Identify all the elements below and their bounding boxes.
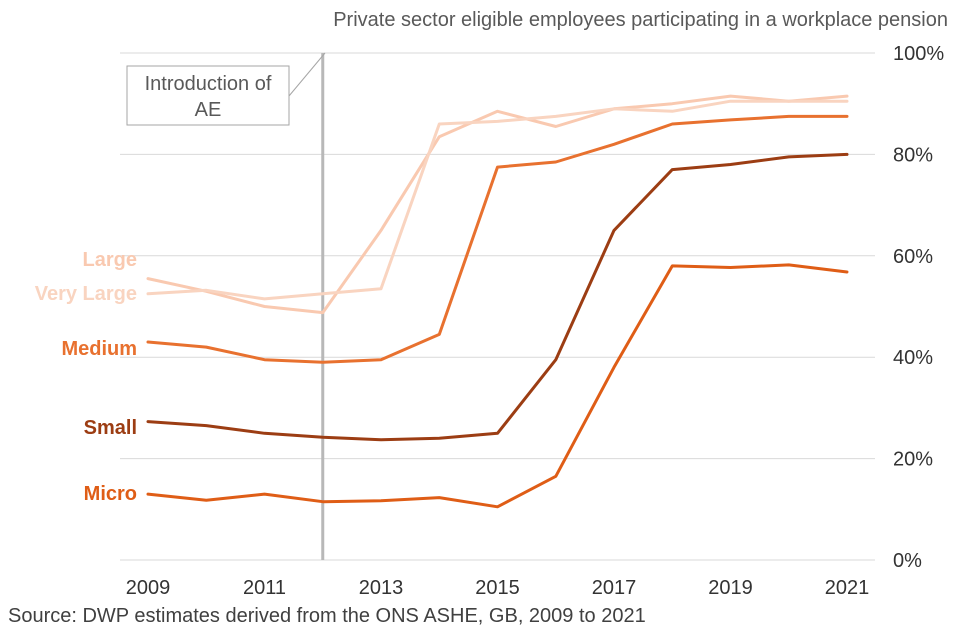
annotation: Introduction of AE — [126, 52, 326, 560]
series-line-small — [146, 152, 849, 442]
x-tick-label: 2017 — [592, 577, 637, 599]
x-tick-label: 2011 — [243, 577, 286, 599]
y-tick-label: 0% — [893, 550, 922, 572]
series-line-very-large — [146, 99, 849, 301]
x-axis: 2009 2011 2013 2015 2017 2019 2021 — [126, 577, 870, 599]
series-label-micro: Micro — [84, 483, 137, 505]
series-line-large — [146, 94, 849, 315]
series-line-medium — [146, 114, 849, 364]
y-tick-label: 100% — [893, 43, 944, 65]
y-tick-label: 60% — [893, 246, 933, 268]
x-tick-label: 2013 — [359, 577, 404, 599]
chart-title: Private sector eligible employees partic… — [333, 9, 948, 31]
x-tick-label: 2009 — [126, 577, 171, 599]
series-label-large: Large — [83, 249, 137, 271]
x-tick-label: 2021 — [825, 577, 870, 599]
x-tick-label: 2019 — [708, 577, 753, 599]
series-line-micro — [146, 263, 849, 509]
series-labels: Large Very Large Medium Small Micro — [35, 249, 137, 505]
y-tick-label: 40% — [893, 347, 933, 369]
series-label-medium: Medium — [61, 338, 137, 360]
y-tick-label: 80% — [893, 144, 933, 166]
y-tick-label: 20% — [893, 449, 933, 471]
series-label-small: Small — [84, 417, 137, 439]
source-note: Source: DWP estimates derived from the O… — [8, 605, 646, 627]
annotation-leader-line — [288, 52, 326, 97]
series-label-very-large: Very Large — [35, 283, 137, 305]
annotation-box — [126, 65, 290, 126]
y-axis: 0% 20% 40% 60% 80% 100% — [893, 43, 944, 572]
annotation-text: Introduction of — [145, 73, 272, 95]
annotation-text: AE — [195, 99, 222, 121]
series-lines — [146, 94, 849, 509]
x-tick-label: 2015 — [475, 577, 520, 599]
gridlines — [120, 52, 875, 561]
